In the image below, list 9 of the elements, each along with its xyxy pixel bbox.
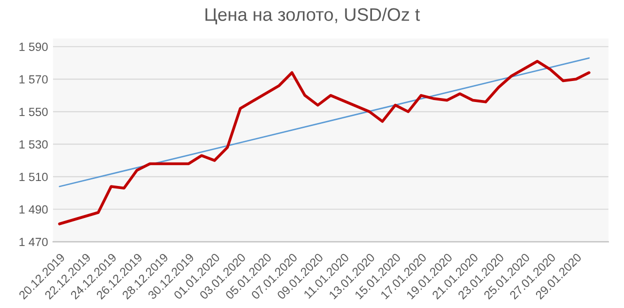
y-tick-label: 1 550 (20, 108, 48, 116)
y-tick-label: 1 470 (20, 238, 48, 246)
y-tick-label: 1 510 (20, 172, 48, 182)
line-series (58, 60, 590, 226)
y-tick-label: 1 490 (20, 205, 48, 214)
y-tick-label: 1 530 (20, 140, 48, 149)
chart-title: Цена на золото, USD/Oz t (206, 8, 420, 24)
y-tick-label: 1 590 (20, 42, 48, 52)
y-tick-label: 1 570 (20, 75, 48, 84)
